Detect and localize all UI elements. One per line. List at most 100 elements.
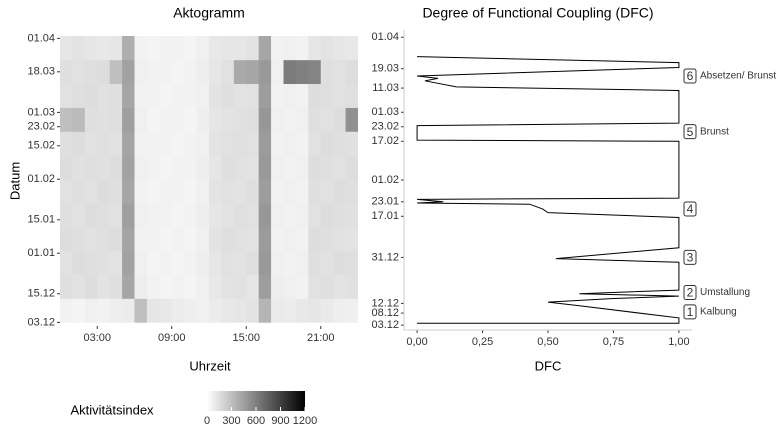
heat-cell bbox=[60, 83, 73, 108]
heat-cell bbox=[196, 59, 210, 85]
heat-cell bbox=[196, 131, 210, 156]
heat-cell bbox=[72, 226, 86, 252]
colorbar-tick-label: 600 bbox=[247, 415, 265, 427]
colorbar-title: Aktivitätsindex bbox=[70, 402, 154, 417]
heat-cell bbox=[134, 298, 148, 323]
y-tick-label: 01.01 bbox=[27, 247, 55, 259]
heat-cell bbox=[159, 36, 173, 61]
heat-cell bbox=[320, 36, 334, 61]
heat-cell bbox=[233, 274, 247, 299]
heat-cell bbox=[308, 155, 322, 180]
heat-cell bbox=[72, 107, 86, 132]
heat-cell bbox=[196, 179, 210, 204]
heat-cell bbox=[345, 59, 358, 85]
heat-cell bbox=[84, 83, 98, 108]
heat-cell bbox=[60, 179, 73, 204]
heat-cell bbox=[283, 274, 297, 299]
heat-cell bbox=[184, 83, 197, 108]
heat-cell bbox=[295, 179, 309, 204]
heat-cell bbox=[258, 226, 272, 252]
heat-cell bbox=[333, 179, 346, 204]
y-tick-label: 12.12 bbox=[371, 297, 399, 309]
y-tick-label: 15.12 bbox=[27, 288, 55, 300]
heat-cell bbox=[184, 250, 197, 275]
heat-cell bbox=[146, 226, 160, 252]
heat-cell bbox=[109, 83, 123, 108]
heat-cell bbox=[258, 155, 272, 180]
heat-cell bbox=[84, 131, 98, 156]
heat-cell bbox=[159, 203, 173, 228]
annotation-text: Absetzen/ Brunst bbox=[700, 71, 776, 82]
heat-cell bbox=[122, 155, 135, 180]
heat-cell bbox=[209, 226, 222, 252]
heat-cell bbox=[221, 131, 235, 156]
heat-cell bbox=[171, 83, 185, 108]
heat-cell bbox=[320, 155, 334, 180]
heat-cell bbox=[221, 226, 235, 252]
heat-cell bbox=[221, 36, 235, 61]
heat-cell bbox=[134, 83, 148, 108]
heat-cell bbox=[308, 203, 322, 228]
heat-cell bbox=[233, 83, 247, 108]
y-tick-label: 17.01 bbox=[371, 210, 399, 222]
heat-cell bbox=[333, 107, 346, 132]
heat-cell bbox=[345, 179, 358, 204]
annotation-box bbox=[683, 201, 697, 217]
heat-cell bbox=[221, 59, 235, 85]
heat-cell bbox=[146, 274, 160, 299]
annotation-box bbox=[683, 249, 697, 265]
annotation-box bbox=[683, 68, 697, 84]
heat-cell bbox=[246, 226, 259, 252]
heat-cell bbox=[333, 298, 346, 323]
heat-cell bbox=[271, 179, 284, 204]
heat-cell bbox=[246, 274, 259, 299]
heat-cell bbox=[196, 107, 210, 132]
heat-cell bbox=[196, 298, 210, 323]
heat-cell bbox=[320, 298, 334, 323]
heat-cell bbox=[109, 203, 123, 228]
heat-cell bbox=[320, 274, 334, 299]
heat-cell bbox=[333, 83, 346, 108]
heat-cell bbox=[196, 83, 210, 108]
heat-cell bbox=[134, 131, 148, 156]
annotation-number: 3 bbox=[687, 251, 694, 265]
heat-cell bbox=[333, 131, 346, 156]
heat-cell bbox=[246, 131, 259, 156]
heat-cell bbox=[122, 250, 135, 275]
heat-cell bbox=[271, 155, 284, 180]
heat-cell bbox=[97, 131, 110, 156]
heat-cell bbox=[171, 250, 185, 275]
heat-cell bbox=[345, 36, 358, 61]
y-tick-label: 31.12 bbox=[371, 251, 399, 263]
heat-cell bbox=[146, 179, 160, 204]
heat-cell bbox=[246, 155, 259, 180]
y-tick-label: 01.02 bbox=[27, 173, 55, 185]
heat-cell bbox=[109, 131, 123, 156]
heat-cell bbox=[221, 179, 235, 204]
heat-cell bbox=[345, 83, 358, 108]
heat-cell bbox=[258, 131, 272, 156]
heat-cell bbox=[258, 59, 272, 85]
heat-cell bbox=[159, 83, 173, 108]
heat-cell bbox=[72, 298, 86, 323]
heat-cell bbox=[320, 179, 334, 204]
heat-cell bbox=[146, 298, 160, 323]
heat-cell bbox=[171, 59, 185, 85]
heat-cell bbox=[221, 203, 235, 228]
heat-cell bbox=[308, 36, 322, 61]
heat-cell bbox=[283, 250, 297, 275]
heat-cell bbox=[122, 59, 135, 85]
heatmap bbox=[60, 36, 358, 323]
heat-cell bbox=[308, 83, 322, 108]
heat-cell bbox=[345, 274, 358, 299]
x-tick-label: 09:00 bbox=[158, 332, 186, 344]
heat-cell bbox=[109, 179, 123, 204]
heat-cell bbox=[233, 107, 247, 132]
heat-cell bbox=[209, 179, 222, 204]
annotation-text: Umstallung bbox=[700, 287, 750, 298]
heat-cell bbox=[184, 203, 197, 228]
heat-cell bbox=[72, 203, 86, 228]
x-tick-label: 0,50 bbox=[537, 336, 558, 348]
annotation-number: 6 bbox=[687, 69, 694, 83]
heat-cell bbox=[109, 36, 123, 61]
